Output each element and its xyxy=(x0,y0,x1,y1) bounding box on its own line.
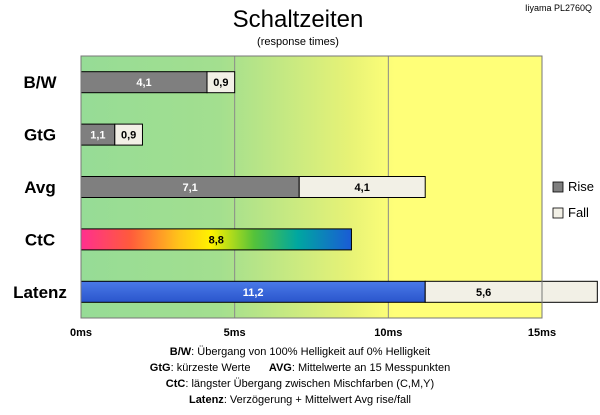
footnote-term: AVG xyxy=(269,362,292,374)
bar-fall-label: 5,6 xyxy=(476,287,491,299)
monitor-model: Iiyama PL2760Q xyxy=(525,3,592,13)
footnote-text: : Verzögerung + Mittelwert Avg rise/fall xyxy=(224,394,411,406)
footnote-line: CtC: längster Übergang zwischen Mischfar… xyxy=(166,378,434,390)
category-label: GtG xyxy=(24,126,56,145)
category-labels: B/W GtG Avg CtC Latenz xyxy=(13,73,67,302)
bar-rise-label: 8,8 xyxy=(209,234,224,246)
category-label: Latenz xyxy=(13,283,67,302)
plot-border xyxy=(80,55,543,319)
chart-subtitle: (response times) xyxy=(257,36,339,48)
bar-fall-label: 4,1 xyxy=(355,182,370,194)
footnote-term: GtG xyxy=(150,362,171,374)
footnote-line: Latenz: Verzögerung + Mittelwert Avg ris… xyxy=(189,394,411,406)
bar-fall xyxy=(206,71,236,94)
footnote-term: CtC xyxy=(166,378,186,390)
bar-rise-label: 7,1 xyxy=(182,182,197,194)
legend-label-fall: Fall xyxy=(568,205,589,220)
bars: 4,1 0,9 1,1 0,9 7,1 4,1 8,8 11,2 5,6 xyxy=(80,71,598,303)
bar-fall xyxy=(114,123,143,146)
footnote-term: Latenz xyxy=(189,394,224,406)
footnote-term: B/W xyxy=(170,346,192,358)
category-label: Avg xyxy=(24,178,56,197)
legend: Rise Fall xyxy=(552,179,594,220)
category-label: B/W xyxy=(23,73,57,92)
x-tick-label: 0ms xyxy=(70,327,92,339)
x-tick-label: 10ms xyxy=(374,327,402,339)
legend-swatch-rise xyxy=(552,181,564,193)
legend-label-rise: Rise xyxy=(568,179,594,194)
footnote-text: : Übergang von 100% Helligkeit auf 0% He… xyxy=(191,346,430,358)
bar-fall-label: 0,9 xyxy=(121,130,136,142)
bar-fall-label: 0,9 xyxy=(213,77,228,89)
x-tick-label: 5ms xyxy=(224,327,246,339)
chart-title: Schaltzeiten xyxy=(233,6,364,33)
bar-rise-label: 1,1 xyxy=(90,130,105,142)
footnote-line: B/W: Übergang von 100% Helligkeit auf 0%… xyxy=(170,346,430,358)
footnote-text: : kürzeste Werte xyxy=(171,362,251,374)
x-tick-labels: 0ms 5ms 10ms 15ms xyxy=(70,327,556,339)
footnotes: B/W: Übergang von 100% Helligkeit auf 0%… xyxy=(150,346,450,406)
bar-fall xyxy=(424,280,598,303)
category-label: CtC xyxy=(25,230,55,249)
bar-rise-label: 4,1 xyxy=(136,77,151,89)
x-tick-label: 15ms xyxy=(528,327,556,339)
bar-rise-label: 11,2 xyxy=(243,287,264,299)
footnote-text: : längster Übergang zwischen Mischfarben… xyxy=(185,378,434,390)
legend-swatch-fall xyxy=(552,207,564,219)
footnote-gap xyxy=(250,362,268,374)
footnote-line: GtG: kürzeste Werte AVG: Mittelwerte an … xyxy=(150,362,450,374)
bar-fall xyxy=(298,176,426,198)
footnote-text: : Mittelwerte an 15 Messpunkten xyxy=(292,362,450,374)
